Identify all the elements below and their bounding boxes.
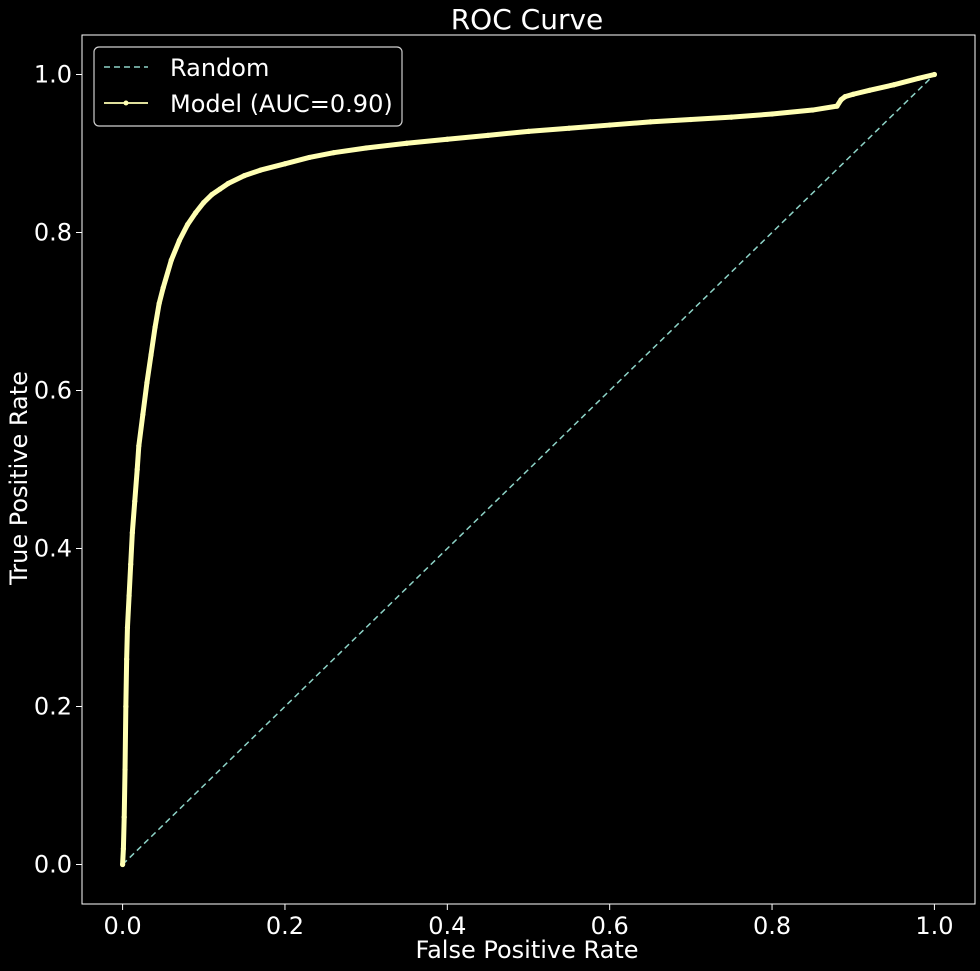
legend-label-model: Model (AUC=0.90) (170, 90, 393, 118)
y-tick-label: 0.0 (34, 851, 72, 879)
series-model-point (647, 119, 653, 125)
series-model-point (156, 301, 162, 307)
series-model-point (566, 125, 572, 131)
series-model-point (140, 411, 146, 417)
axes (76, 34, 976, 910)
series-model-point (891, 82, 897, 88)
x-tick-label: 0.4 (428, 912, 466, 940)
y-tick-label: 0.2 (34, 693, 72, 721)
series-model-point (728, 114, 735, 120)
x-tick-label: 0.8 (753, 912, 791, 940)
y-tick-label: 1.0 (34, 61, 72, 89)
series-model-point (123, 703, 129, 710)
series-model-point (241, 173, 247, 179)
legend: Random Model (AUC=0.90) (93, 46, 403, 127)
legend-frame (93, 46, 403, 127)
series-model-point (201, 199, 207, 206)
series-model-point (258, 167, 264, 173)
series-model-point (148, 352, 154, 358)
series-model-point (607, 122, 613, 128)
series-model-point (810, 107, 816, 113)
chart-title: ROC Curve (451, 3, 604, 36)
legend-label-random: Random (170, 54, 269, 82)
series-model-point (834, 103, 840, 109)
series-model-point (128, 561, 134, 567)
series-model-point (769, 111, 775, 117)
series-model-point (132, 498, 138, 504)
series-model-point (144, 380, 150, 386)
series-model-point (152, 324, 158, 330)
tick-labels: 0.0 0.2 0.4 0.6 0.8 1.0 0.0 0.2 0.4 0.6 0.8 1.0 (34, 61, 954, 941)
y-tick-label: 0.6 (34, 377, 72, 405)
series-model-point (121, 814, 127, 820)
series-model-point (209, 191, 215, 198)
series-model-point (838, 97, 844, 103)
series-model-point (120, 846, 126, 852)
series-model-point (122, 767, 128, 773)
series-model-point (136, 443, 142, 449)
series-model-point (134, 466, 140, 473)
series-model-point (842, 94, 848, 100)
series-model-point (331, 150, 337, 156)
series-model-point (485, 132, 491, 138)
series-model-line (120, 72, 937, 867)
series-model-point (404, 140, 410, 146)
y-tick-label: 0.8 (34, 219, 72, 247)
series-model-point (866, 87, 873, 93)
series-model-point (931, 71, 938, 78)
series-model-point (168, 257, 174, 263)
series-model-point (282, 161, 288, 167)
series-model-point (176, 237, 183, 243)
x-axis-title: False Positive Rate (415, 936, 638, 964)
x-tick-label: 0.6 (591, 912, 629, 940)
legend-marker-model (123, 100, 129, 106)
x-tick-label: 1.0 (915, 912, 953, 940)
series-model-point (124, 624, 131, 631)
series-model-point (119, 861, 126, 868)
series-model-point (193, 210, 199, 216)
series-model-point (915, 75, 921, 82)
x-tick-label: 0.0 (104, 912, 142, 940)
series-model-point (217, 186, 223, 192)
series-random-line (122, 73, 935, 866)
y-tick-label: 0.4 (34, 535, 72, 563)
series-model-point (129, 530, 135, 536)
y-axis-title: True Positive Rate (5, 371, 33, 586)
series-model-point (444, 136, 450, 142)
series-model-point (850, 91, 856, 97)
series-model-point (688, 116, 694, 123)
series-model-point (126, 593, 132, 599)
series-model-point (306, 154, 312, 161)
x-tick-label: 0.2 (266, 912, 304, 940)
plot-area (119, 71, 938, 868)
series-model-point (124, 656, 130, 662)
axes-frame (81, 34, 976, 905)
series-model-point (225, 180, 231, 187)
series-model-point (184, 222, 191, 228)
series-model-point (160, 285, 166, 291)
series-model-point (363, 145, 369, 151)
series-model-point (525, 128, 532, 134)
